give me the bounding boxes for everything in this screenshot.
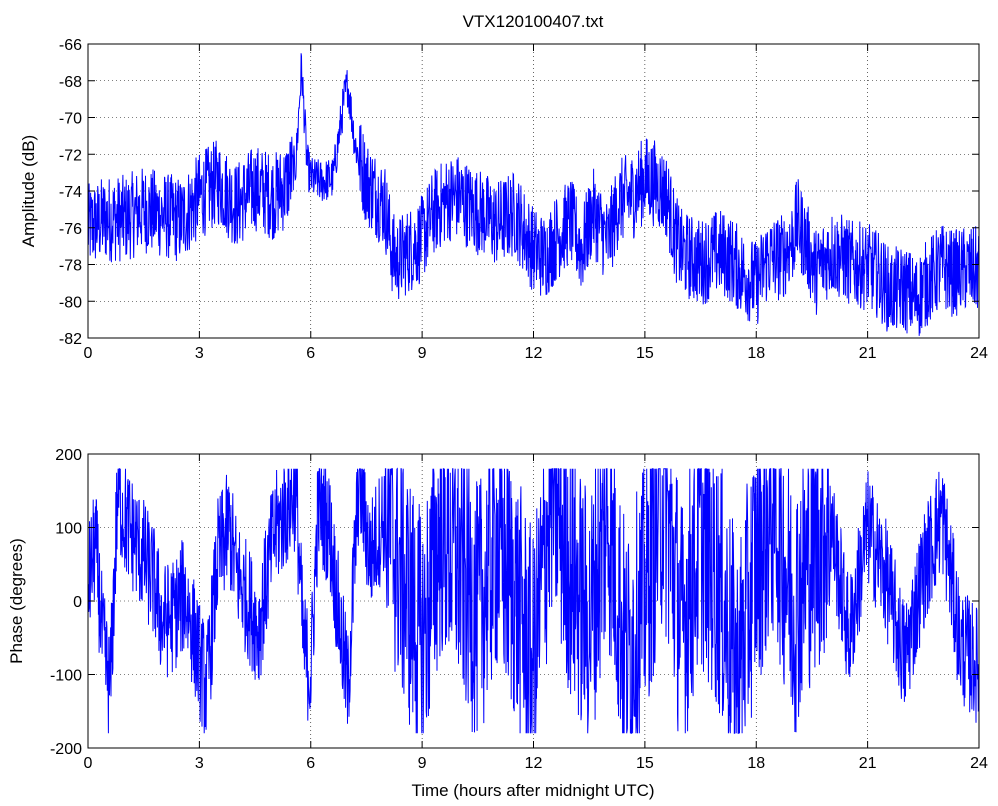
amplitude-x-tick-label: 0 bbox=[84, 345, 93, 362]
amplitude-y-tick-label: -68 bbox=[59, 74, 82, 91]
phase-x-tick-label: 0 bbox=[84, 755, 93, 772]
amplitude-x-tick-label: 15 bbox=[636, 345, 654, 362]
phase-x-ticks: 0 3 6 9 12 15 18 21 24 bbox=[84, 454, 988, 772]
phase-y-tick-label: 200 bbox=[55, 447, 82, 464]
phase-x-tick-label: 21 bbox=[859, 755, 877, 772]
phase-x-tick-label: 3 bbox=[195, 755, 204, 772]
amplitude-y-ticks: -66 -68 -70 -72 -74 -76 -78 -80 -82 bbox=[59, 37, 979, 348]
figure-title: VTX120100407.txt bbox=[463, 12, 604, 31]
amplitude-y-axis-label: Amplitude (dB) bbox=[19, 135, 38, 247]
phase-x-tick-label: 15 bbox=[636, 755, 654, 772]
amplitude-y-tick-label: -74 bbox=[59, 184, 82, 201]
amplitude-y-tick-label: -66 bbox=[59, 37, 82, 54]
phase-y-tick-label: 100 bbox=[55, 521, 82, 538]
amplitude-x-tick-label: 9 bbox=[418, 345, 427, 362]
phase-series-group bbox=[87, 467, 980, 734]
phase-x-tick-label: 24 bbox=[970, 755, 988, 772]
amplitude-x-tick-label: 18 bbox=[747, 345, 765, 362]
amplitude-x-tick-label: 3 bbox=[195, 345, 204, 362]
phase-series-line bbox=[87, 467, 980, 734]
phase-x-axis-label: Time (hours after midnight UTC) bbox=[411, 781, 654, 800]
amplitude-x-tick-label: 6 bbox=[306, 345, 315, 362]
phase-y-axis-label: Phase (degrees) bbox=[7, 538, 26, 664]
amplitude-x-ticks: 0 3 6 9 12 15 18 21 24 bbox=[84, 44, 988, 362]
phase-x-tick-label: 9 bbox=[418, 755, 427, 772]
phase-axes: 0 3 6 9 12 15 18 21 24 200 100 0 -100 -200 Phase (de… bbox=[7, 447, 988, 800]
amplitude-y-tick-label: -82 bbox=[59, 331, 82, 348]
phase-y-tick-label: 0 bbox=[73, 594, 82, 611]
amplitude-y-tick-label: -80 bbox=[59, 294, 82, 311]
amplitude-y-tick-label: -78 bbox=[59, 258, 82, 275]
phase-x-tick-label: 18 bbox=[747, 755, 765, 772]
amplitude-y-tick-label: -70 bbox=[59, 111, 82, 128]
amplitude-y-tick-label: -76 bbox=[59, 221, 82, 238]
phase-x-tick-label: 6 bbox=[306, 755, 315, 772]
amplitude-x-tick-label: 12 bbox=[525, 345, 543, 362]
phase-y-ticks: 200 100 0 -100 -200 bbox=[50, 447, 979, 758]
amplitude-y-tick-label: -72 bbox=[59, 147, 82, 164]
amplitude-x-tick-label: 21 bbox=[859, 345, 877, 362]
phase-x-tick-label: 12 bbox=[525, 755, 543, 772]
phase-y-tick-label: -100 bbox=[50, 668, 82, 685]
amplitude-series-group bbox=[87, 53, 980, 336]
amplitude-x-tick-label: 24 bbox=[970, 345, 988, 362]
amplitude-series-line bbox=[87, 53, 980, 336]
amplitude-axes: 0 3 6 9 12 15 18 21 24 -66-68-70-72-74-76-78-80-… bbox=[19, 37, 988, 362]
phase-y-tick-label: -200 bbox=[50, 741, 82, 758]
